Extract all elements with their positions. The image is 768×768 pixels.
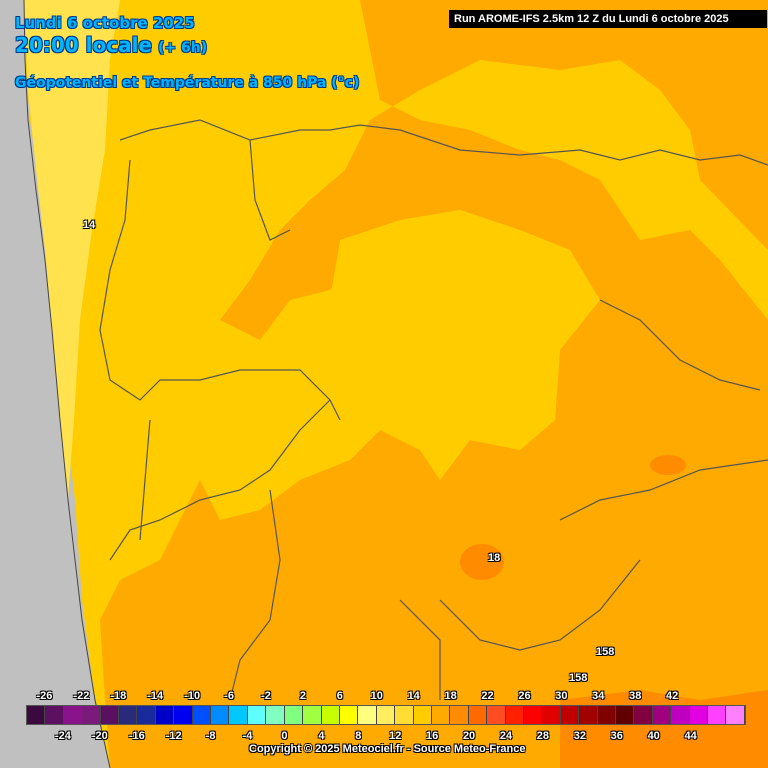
legend-swatch — [229, 706, 248, 724]
contour-label: 14 — [83, 219, 96, 231]
legend-swatch — [137, 706, 156, 724]
legend-swatch — [726, 706, 745, 724]
run-info: Run AROME-IFS 2.5km 12 Z du Lundi 6 octo… — [449, 10, 767, 28]
land-band-16-18-north — [100, 0, 768, 768]
copyright: Copyright © 2025 Meteociel.fr - Source M… — [249, 743, 526, 755]
legend-swatch — [321, 706, 340, 724]
land-band-18-20-spot-east — [650, 455, 686, 475]
legend-swatch — [523, 706, 543, 724]
legend-tick-bottom: -8 — [205, 730, 216, 742]
legend-swatch — [303, 706, 322, 724]
admin-borders — [99, 119, 768, 701]
legend-tick-top: 34 — [592, 690, 605, 702]
legend-swatch — [450, 706, 469, 724]
forecast-offset: (+ 6h) — [158, 40, 208, 56]
legend-color-bar — [26, 705, 746, 725]
legend-swatch — [634, 706, 653, 724]
legend-tick-bottom: -24 — [54, 730, 71, 742]
legend-tick-top: -2 — [261, 690, 271, 702]
legend-tick-bottom: 16 — [426, 730, 439, 742]
legend-swatch — [100, 706, 120, 724]
legend-swatch — [358, 706, 377, 724]
legend-tick-top: 22 — [481, 690, 494, 702]
legend-tick-top: 10 — [370, 690, 383, 702]
legend-tick-top: -6 — [224, 690, 234, 702]
legend-tick-bottom: 40 — [647, 730, 660, 742]
legend-tick-top: 6 — [336, 690, 343, 702]
legend-tick-top: -18 — [110, 690, 127, 702]
legend-tick-top: -22 — [73, 690, 90, 702]
legend-swatch — [560, 706, 580, 724]
legend-swatch — [376, 706, 396, 724]
legend-tick-top: -14 — [147, 690, 164, 702]
legend-tick-bottom: 12 — [389, 730, 402, 742]
legend-swatch — [247, 706, 267, 724]
legend-tick-top: 30 — [555, 690, 568, 702]
legend-swatch — [708, 706, 727, 724]
legend-tick-bottom: 32 — [573, 730, 586, 742]
contour-label: 158 — [569, 672, 588, 684]
legend-tick-bottom: 36 — [610, 730, 623, 742]
legend-swatch — [211, 706, 230, 724]
contour-label: 158 — [596, 646, 615, 658]
legend-swatch — [597, 706, 616, 724]
legend-tick-bottom: 28 — [536, 730, 550, 742]
coastline — [23, 0, 111, 768]
legend-swatch — [27, 706, 46, 724]
legend-tick-top: 26 — [518, 690, 531, 702]
legend-tick-top: 18 — [444, 690, 457, 702]
legend-tick-bottom: 8 — [355, 730, 362, 742]
land-band-14-16-center — [300, 210, 590, 480]
legend-tick-bottom: 44 — [684, 730, 697, 742]
legend-tick-top: 38 — [629, 690, 642, 702]
legend-swatch — [652, 706, 672, 724]
legend-tick-bottom: -4 — [242, 730, 253, 742]
contour-label: 18 — [488, 552, 501, 564]
legend-tick-bottom: -12 — [165, 730, 182, 742]
legend-tick-bottom: 20 — [462, 730, 476, 742]
legend-tick-bottom: -16 — [128, 730, 145, 742]
legend-swatch — [689, 706, 709, 724]
land-band-18-20-spot — [460, 544, 504, 580]
legend-tick-bottom: -20 — [91, 730, 108, 742]
legend-swatch — [63, 706, 83, 724]
legend-swatch — [413, 706, 432, 724]
legend-swatch — [192, 706, 212, 724]
legend-swatch — [487, 706, 506, 724]
legend-swatch — [616, 706, 635, 724]
legend-swatch — [395, 706, 414, 724]
forecast-time: 20:00 locale (+ 6h) — [15, 33, 207, 57]
legend-swatch — [266, 706, 285, 724]
legend-swatch — [542, 706, 561, 724]
legend-swatch — [119, 706, 138, 724]
forecast-date: Lundi 6 octobre 2025 — [15, 14, 195, 32]
legend-tick-bottom: 0 — [281, 730, 288, 742]
legend-swatch — [505, 706, 524, 724]
legend-tick-bottom: 4 — [318, 730, 325, 742]
legend-swatch — [155, 706, 175, 724]
forecast-time-value: 20:00 locale — [15, 33, 152, 57]
field-title: Géopotentiel et Température à 850 hPa (°… — [15, 75, 360, 91]
legend-tick-top: 2 — [299, 690, 306, 702]
legend-swatch — [284, 706, 304, 724]
legend-swatch — [82, 706, 101, 724]
legend-swatch — [431, 706, 451, 724]
legend-tick-top: -26 — [36, 690, 53, 702]
legend-tick-top: 42 — [666, 690, 679, 702]
legend-swatch — [671, 706, 690, 724]
legend-swatch — [579, 706, 598, 724]
legend-tick-bottom: 24 — [499, 730, 513, 742]
legend-swatch — [174, 706, 193, 724]
legend-swatch — [468, 706, 488, 724]
legend-tick-top: -10 — [184, 690, 201, 702]
legend-tick-top: 14 — [407, 690, 420, 702]
legend-swatch — [45, 706, 64, 724]
legend-swatch — [339, 706, 359, 724]
land-band-12-14 — [24, 0, 120, 500]
